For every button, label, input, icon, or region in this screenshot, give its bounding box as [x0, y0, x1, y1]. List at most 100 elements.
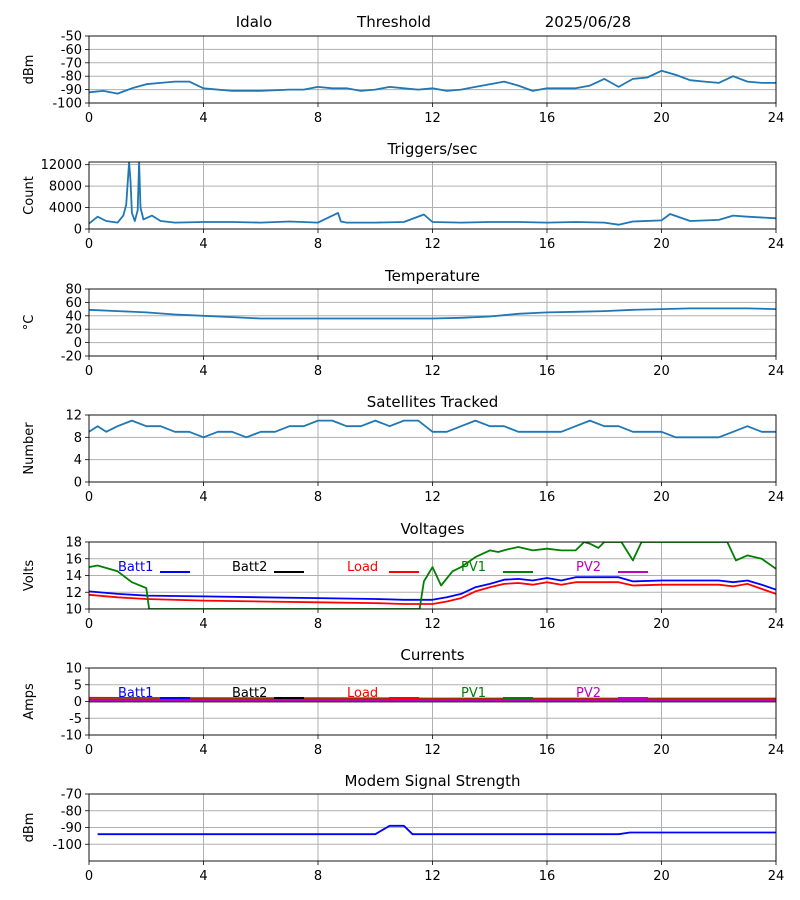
legend-label-load: Load — [347, 686, 378, 701]
currents-series-group — [89, 696, 776, 703]
y-tick-label: 10 — [65, 662, 82, 677]
y-tick-label: 0 — [74, 336, 82, 351]
x-tick-label: 16 — [539, 364, 556, 379]
x-tick-label: 20 — [653, 869, 670, 884]
y-tick-label: 10 — [65, 603, 82, 618]
x-tick-label: 0 — [85, 869, 93, 884]
plot-frame — [88, 541, 777, 610]
modem-series-line — [97, 824, 776, 836]
y-tick-label: 4 — [74, 453, 82, 468]
x-tick-label: 0 — [85, 617, 93, 632]
satellites-panel: 0 4 8 12 16 20 24 0 4 8 12 Satellites Tracked Number — [22, 393, 784, 505]
y-tick-label: 8000 — [49, 180, 82, 195]
modem-series-group — [97, 824, 776, 836]
y-tick-label: 0 — [74, 223, 82, 238]
temperature-title: Temperature — [384, 267, 480, 285]
x-tick-label: 20 — [653, 490, 670, 505]
modem-ylabel: dBm — [22, 813, 37, 843]
satellites-ylabel: Number — [22, 422, 37, 475]
y-tick-label: -5 — [69, 712, 82, 727]
x-tick-label: 0 — [85, 490, 93, 505]
triggers-series-group — [89, 162, 776, 226]
x-tick-label: 4 — [199, 111, 207, 126]
x-tick-label: 4 — [199, 617, 207, 632]
batt1-series-line — [89, 576, 776, 601]
y-tick-label: 60 — [65, 296, 82, 311]
y-tick-label: 16 — [65, 552, 82, 567]
legend-label-batt2: Batt2 — [232, 560, 267, 575]
triggers-ylabel: Count — [22, 176, 37, 215]
legend-label-batt2: Batt2 — [232, 686, 267, 701]
plot-frame — [88, 414, 777, 483]
load-series-line — [89, 696, 776, 700]
y-tick-label: 18 — [65, 536, 82, 551]
threshold-ylabel: dBm — [22, 55, 37, 85]
y-tick-label: -80 — [61, 804, 82, 819]
x-tick-label: 0 — [85, 237, 93, 252]
x-tick-label: 8 — [314, 743, 322, 758]
triggers-series-line — [89, 162, 776, 226]
x-tick-label: 16 — [539, 490, 556, 505]
x-tick-label: 8 — [314, 490, 322, 505]
report-header: Idalo Threshold 2025/06/28 — [236, 13, 631, 31]
voltages-series-group — [89, 542, 776, 609]
y-tick-label: 5 — [74, 678, 82, 693]
legend-label-batt1: Batt1 — [118, 686, 153, 701]
threshold-series-line — [89, 69, 776, 95]
y-tick-label: -80 — [61, 70, 82, 85]
x-tick-label: 4 — [199, 869, 207, 884]
x-tick-label: 16 — [539, 111, 556, 126]
x-tick-label: 16 — [539, 617, 556, 632]
x-tick-label: 4 — [199, 490, 207, 505]
pv1-series-line — [89, 542, 776, 609]
header-station: Idalo — [236, 13, 272, 31]
satellites-series-line — [89, 419, 776, 439]
plot-frame — [88, 35, 777, 104]
y-tick-label: 0 — [74, 476, 82, 491]
x-tick-label: 20 — [653, 364, 670, 379]
triggers-title: Triggers/sec — [387, 140, 478, 158]
x-tick-label: 4 — [199, 364, 207, 379]
legend-label-pv1: PV1 — [461, 560, 486, 575]
load-series-line — [89, 581, 776, 605]
x-tick-label: 24 — [768, 869, 785, 884]
plot-frame — [88, 161, 777, 230]
satellites-series-group — [89, 419, 776, 439]
currents-ylabel: Amps — [22, 683, 37, 720]
x-tick-label: 20 — [653, 237, 670, 252]
x-tick-label: 12 — [424, 617, 441, 632]
x-tick-label: 24 — [768, 743, 785, 758]
y-tick-label: 40 — [65, 309, 82, 324]
x-tick-label: 20 — [653, 111, 670, 126]
plot-frame — [88, 793, 777, 862]
y-tick-label: -10 — [61, 729, 82, 744]
legend-label-pv1: PV1 — [461, 686, 486, 701]
x-tick-label: 16 — [539, 869, 556, 884]
x-tick-label: 8 — [314, 869, 322, 884]
y-tick-label: 0 — [74, 695, 82, 710]
legend-label-pv2: PV2 — [576, 560, 601, 575]
currents-title: Currents — [400, 646, 464, 664]
y-tick-label: 80 — [65, 283, 82, 298]
x-tick-label: 24 — [768, 111, 785, 126]
x-tick-label: 8 — [314, 111, 322, 126]
x-tick-label: 24 — [768, 617, 785, 632]
x-tick-label: 4 — [199, 743, 207, 758]
x-tick-label: 16 — [539, 237, 556, 252]
voltages-title: Voltages — [400, 520, 464, 538]
y-tick-label: -100 — [52, 97, 82, 112]
plot-frame — [88, 667, 777, 736]
x-tick-label: 8 — [314, 617, 322, 632]
x-tick-label: 12 — [424, 869, 441, 884]
y-tick-label: -100 — [52, 838, 82, 853]
y-tick-label: 14 — [65, 569, 82, 584]
x-tick-label: 24 — [768, 490, 785, 505]
x-tick-label: 0 — [85, 743, 93, 758]
x-tick-label: 20 — [653, 617, 670, 632]
y-tick-label: 12 — [65, 409, 82, 424]
y-tick-label: 12000 — [41, 158, 82, 173]
